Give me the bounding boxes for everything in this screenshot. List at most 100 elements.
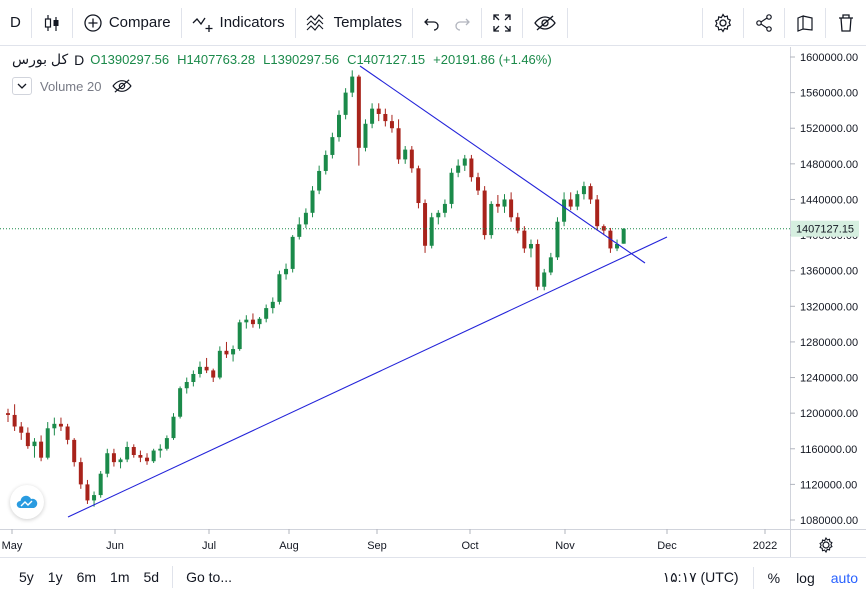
compare-button[interactable]: Compare [73,0,181,46]
candle [548,252,553,276]
toolbar-right [702,0,866,46]
toolbar-divider [30,7,32,38]
candle [105,448,110,478]
fullscreen-icon [493,13,511,32]
share-button[interactable] [744,0,784,46]
range-1y[interactable]: 1y [47,569,63,585]
candle-body [231,349,236,355]
plus-circle-icon [84,13,102,32]
share-icon [756,14,772,32]
time-axis[interactable]: May Jun Jul Aug Sep Oct Nov Dec 2022 [2,529,778,552]
goto-button[interactable]: Go to... [186,569,232,585]
candle [350,70,355,98]
chart-type-button[interactable] [32,0,72,46]
timezone-clock[interactable]: ۱۵:۱۷ (UTC) [662,569,739,585]
candle-body [522,230,527,249]
templates-button[interactable]: Templates [296,0,412,46]
percent-toggle[interactable]: % [767,569,781,586]
candle-body [197,366,202,374]
candle-body [343,92,348,115]
time-tick-label: Sep [367,540,387,552]
candle-body [562,199,567,222]
candle-body [317,170,322,191]
candle [588,183,593,204]
candle-body [555,221,560,258]
candle-body [6,413,10,415]
range-5d[interactable]: 5d [143,569,160,585]
time-tick-label: Aug [279,540,299,552]
bottombar-right: ۱۵:۱۷ (UTC) % log auto [655,558,866,596]
legend-low: L1390297.56 [263,52,339,67]
candle [125,441,130,463]
candle-body [442,203,447,213]
range-5y[interactable]: 5y [19,569,34,585]
candle-body [502,199,507,207]
eye-crossed-icon[interactable] [111,78,133,94]
redo-button[interactable] [447,0,481,46]
indicators-button[interactable]: Indicators [182,0,295,46]
undo-icon [424,18,439,31]
settings-button[interactable] [703,0,743,46]
candle [164,435,169,451]
candle [403,146,408,164]
gear-icon [714,13,732,33]
candle [6,408,10,423]
hide-drawings-button[interactable] [523,0,567,46]
candle-body [436,212,441,218]
upper-trendline[interactable] [359,65,646,264]
toolbar-divider [566,7,568,38]
time-tick-label: May [2,540,23,552]
chart-area[interactable]: کل بورس D O1390297.56 H1407763.28 L13902… [0,47,866,557]
last-price-tag: 1407127.15 [791,220,859,237]
candle-body [158,448,163,451]
price-axis[interactable]: 1600000.00 1560000.00 1520000.00 1480000.00… [790,52,858,527]
log-toggle[interactable]: log [796,569,815,586]
range-6m[interactable]: 6m [76,569,97,585]
candle-body [449,172,454,204]
candle [178,386,183,419]
snapshot-icon [797,15,813,32]
candle [389,114,394,133]
candle-body [171,416,176,439]
price-tick-label: 1160000.00 [800,444,857,456]
candle-body [244,319,249,323]
candle-body [310,190,315,213]
candle-body [257,318,262,325]
auto-toggle[interactable]: auto [830,569,858,586]
collapse-legend-button[interactable] [12,77,32,95]
candle [502,194,507,213]
candle-body [211,370,216,378]
price-tick-label: 1200000.00 [800,408,858,420]
candle [323,150,328,175]
candle-body [416,168,421,204]
snapshot-button[interactable] [785,0,825,46]
candle-body [363,123,368,148]
delete-button[interactable] [826,0,866,46]
fullscreen-button[interactable] [482,0,522,46]
undo-button[interactable] [413,0,447,46]
candle [151,448,156,464]
interval-button[interactable]: D [0,0,31,46]
price-tick-label: 1360000.00 [800,266,858,278]
candle-body [476,177,481,191]
close-value: C1407127.15 [347,52,426,67]
lower-trendline[interactable] [67,236,668,518]
axis-settings-button[interactable] [819,536,833,554]
candle-body [184,381,189,389]
candle [442,199,447,218]
tradingview-logo-button[interactable] [10,485,44,519]
change-value: +20191.86 (+1.46%) [433,52,552,67]
price-chart[interactable]: 1600000.00 1560000.00 1520000.00 1480000.00… [0,47,866,557]
candle-body [535,243,540,287]
candle-body [568,199,573,207]
candle-body [131,446,136,456]
chevron-down-icon [17,83,27,89]
range-1m[interactable]: 1m [110,569,130,585]
candle [171,413,176,440]
candle [416,165,421,209]
candle [363,119,368,152]
candle [476,172,481,196]
candle-body [515,217,520,231]
candle [277,270,282,305]
price-tick-label: 1520000.00 [800,123,858,135]
